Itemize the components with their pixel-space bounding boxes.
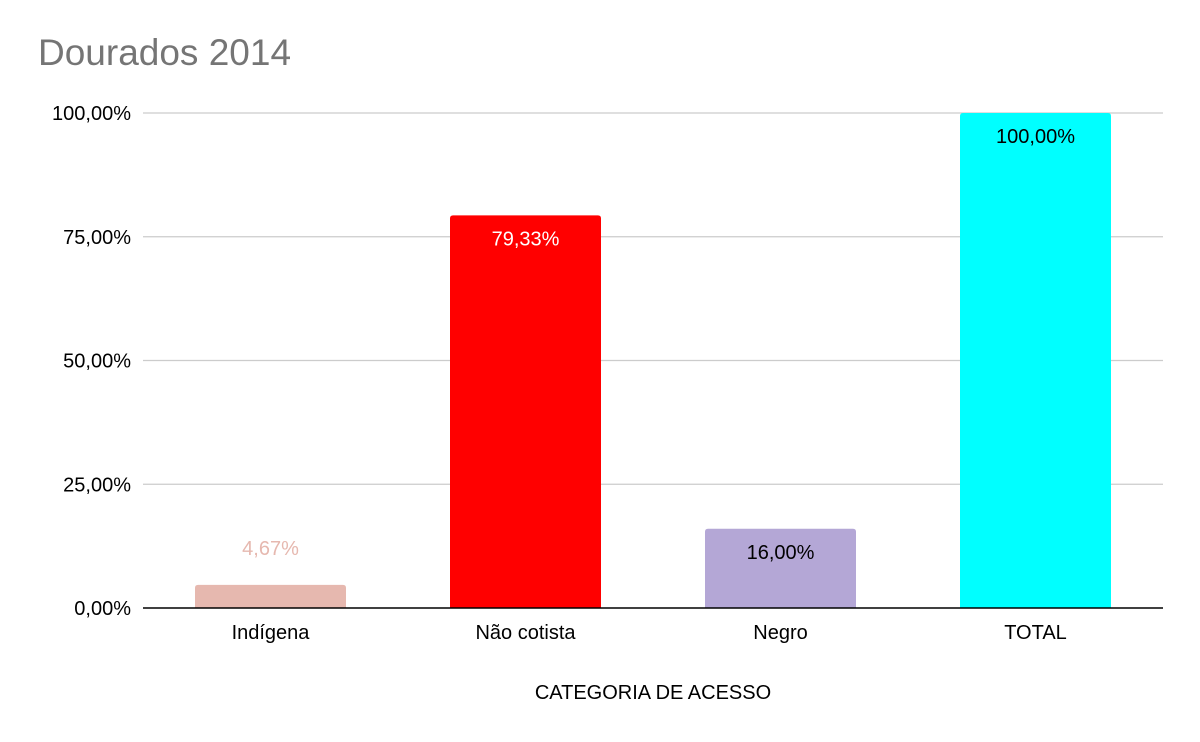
- x-tick-label: TOTAL: [1004, 622, 1067, 644]
- chart-title: Dourados 2014: [38, 32, 292, 73]
- data-label: 4,67%: [242, 538, 299, 560]
- x-axis-categories: Indígena Não cotista Negro TOTAL: [232, 622, 1067, 644]
- bar: [705, 528, 856, 608]
- x-tick-label: Negro: [753, 622, 807, 644]
- y-tick-label: 25,00%: [63, 474, 131, 496]
- bars: [195, 113, 1111, 608]
- y-tick-label: 100,00%: [52, 103, 131, 125]
- data-label: 79,33%: [492, 228, 560, 250]
- y-tick-label: 50,00%: [63, 351, 131, 373]
- bar: [195, 584, 346, 608]
- x-tick-label: Não cotista: [475, 622, 576, 644]
- y-axis-ticks: 0,00% 25,00% 50,00% 75,00% 100,00%: [52, 103, 131, 620]
- bar: [450, 215, 601, 608]
- x-axis-title: CATEGORIA DE ACESSO: [535, 682, 771, 704]
- y-tick-label: 0,00%: [74, 598, 131, 620]
- data-label: 100,00%: [996, 126, 1075, 148]
- y-tick-label: 75,00%: [63, 227, 131, 249]
- bar: [960, 113, 1111, 608]
- x-tick-label: Indígena: [232, 622, 311, 644]
- data-labels: 4,67% 79,33% 16,00% 100,00%: [242, 126, 1075, 564]
- data-label: 16,00%: [747, 542, 815, 564]
